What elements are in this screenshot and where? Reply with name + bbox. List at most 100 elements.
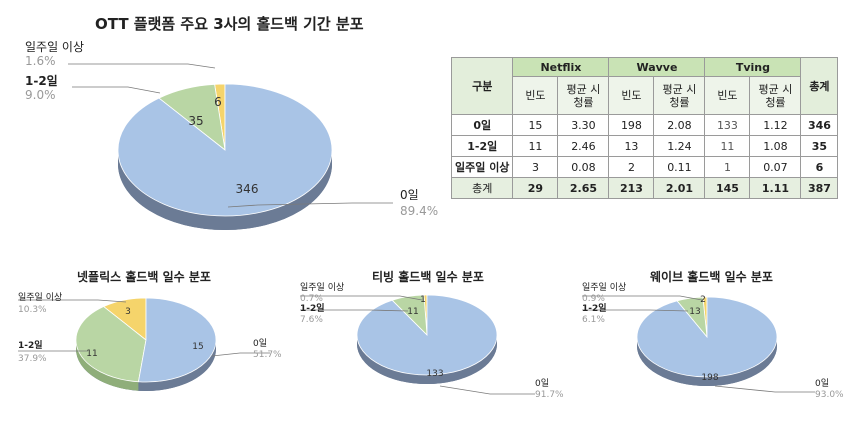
pie-slice-zero-day (137, 297, 217, 383)
main-pie-chart: 346 35 6 0일 89.4% 1-2일9.0% 일주일 이상1.6% (25, 40, 438, 230)
pie-slice-side-zero-day (637, 337, 777, 386)
holdback-table-wrapper: 구분 Netflix Wavve Tving 총계 빈도 평균 시청률 빈도 평… (450, 57, 839, 199)
pie-percent-label: 89.4% (400, 204, 438, 218)
pie-category-label: 일주일 이상 (582, 282, 626, 293)
pie-category-label: 1-2일 (300, 302, 325, 314)
table-cell: 3.30 (557, 114, 610, 136)
table-cell: 11 (704, 135, 751, 157)
table-cell: 15 (512, 114, 559, 136)
table-sub-header: 평균 시청률 (749, 76, 802, 115)
table-cell: 13 (608, 135, 655, 157)
table-total-header: 총계 (800, 57, 839, 115)
pie-percent-label: 7.6% (300, 315, 323, 325)
pie-value-label: 11 (86, 349, 97, 359)
table-cell: 6 (800, 156, 839, 178)
pie-leader-line (300, 295, 423, 301)
table-cell: 2.65 (557, 177, 610, 199)
table-row-label: 일주일 이상 (450, 156, 514, 178)
pie-percent-label: 9.0% (25, 88, 56, 102)
pie-leader-line (714, 385, 815, 393)
pie-percent-label: 10.3% (18, 305, 47, 315)
table-row-label: 1-2일 (450, 135, 514, 157)
pie-value-label: 133 (426, 369, 443, 379)
pie-leader-line (582, 309, 689, 312)
pie-slice-side-zero-day (138, 340, 216, 391)
pie-category-label: 1-2일 (582, 302, 607, 314)
pie-category-label: 0일 (815, 378, 829, 389)
table-cell: 145 (704, 177, 751, 199)
table-cell: 2.01 (653, 177, 706, 199)
table-cell: 1 (704, 156, 751, 178)
pie-value-label: 35 (188, 114, 203, 128)
table-group-tving: Tving (704, 57, 802, 77)
pie-category-label: 0일 (535, 378, 549, 389)
pie-leader-line (72, 86, 161, 94)
table-sub-header: 빈도 (704, 76, 751, 115)
table-cell: 213 (608, 177, 655, 199)
pie-leader-line (300, 309, 409, 312)
pie-slice-zero-day (117, 83, 333, 217)
table-cell: 0.08 (557, 156, 610, 178)
table-group-wavve: Wavve (608, 57, 706, 77)
table-group-netflix: Netflix (512, 57, 610, 77)
table-cell: 35 (800, 135, 839, 157)
pie-leader-line (439, 385, 535, 395)
holdback-table: 구분 Netflix Wavve Tving 총계 빈도 평균 시청률 빈도 평… (450, 57, 839, 199)
netflix-pie-title: 넷플릭스 홀드백 일수 분포 (77, 270, 211, 284)
table-cell: 1.24 (653, 135, 706, 157)
pie-leader-line (582, 295, 703, 301)
pie-leader-line (211, 352, 270, 357)
pie-category-label: 1-2일 (25, 74, 58, 88)
table-corner-header: 구분 (450, 57, 514, 115)
pie-leader-line (227, 202, 393, 208)
pie-value-label: 198 (701, 373, 718, 383)
pie-value-label: 11 (407, 307, 418, 317)
table-row: 1-2일 11 2.46 13 1.24 11 1.08 35 (450, 135, 839, 157)
pie-category-label: 일주일 이상 (300, 282, 344, 293)
pie-slice-zero-day (356, 294, 498, 376)
table-cell: 0.11 (653, 156, 706, 178)
pie-slice-side-zero-day (118, 150, 332, 230)
pie-leader-line (18, 299, 127, 303)
pie-percent-label: 1.6% (25, 54, 56, 68)
table-cell: 1.12 (749, 114, 802, 136)
table-cell: 346 (800, 114, 839, 136)
table-row: 0일 15 3.30 198 2.08 133 1.12 346 (450, 114, 839, 136)
table-cell: 29 (512, 177, 559, 199)
table-cell: 1.11 (749, 177, 802, 199)
tving-pie-title: 티빙 홀드백 일수 분포 (372, 270, 484, 284)
main-pie-title: OTT 플랫폼 주요 3사의 홀드백 기간 분포 (95, 15, 364, 33)
pie-value-label: 2 (700, 295, 706, 305)
table-sub-header: 빈도 (512, 76, 559, 115)
table-cell: 11 (512, 135, 559, 157)
table-cell: 2.46 (557, 135, 610, 157)
pie-category-label: 일주일 이상 (18, 292, 62, 303)
pie-slice-zero-day (636, 296, 778, 378)
pie-slice-side-zero-day (357, 335, 497, 384)
table-row: 일주일 이상 3 0.08 2 0.11 1 0.07 6 (450, 156, 839, 178)
pie-category-label: 0일 (253, 338, 267, 349)
pie-leader-line (68, 63, 216, 69)
table-cell: 2 (608, 156, 655, 178)
table-sub-header: 빈도 (608, 76, 655, 115)
pie-percent-label: 0.7% (300, 294, 323, 304)
pie-percent-label: 51.7% (253, 350, 282, 360)
table-cell: 2.08 (653, 114, 706, 136)
pie-value-label: 3 (125, 307, 131, 317)
table-sub-header: 평균 시청률 (653, 76, 706, 115)
pie-category-label: 0일 (400, 188, 419, 202)
table-row-total: 총계 29 2.65 213 2.01 145 1.11 387 (450, 177, 839, 199)
pie-percent-label: 93.0% (815, 390, 844, 400)
pie-category-label: 일주일 이상 (25, 40, 84, 54)
table-cell: 133 (704, 114, 751, 136)
table-cell: 3 (512, 156, 559, 178)
table-cell: 387 (800, 177, 839, 199)
pie-slice-side-one-two-day (76, 340, 139, 391)
table-row-label: 총계 (450, 177, 514, 199)
pie-value-label: 13 (689, 307, 700, 317)
pie-percent-label: 6.1% (582, 315, 605, 325)
pie-value-label: 1 (420, 295, 426, 305)
table-cell: 198 (608, 114, 655, 136)
